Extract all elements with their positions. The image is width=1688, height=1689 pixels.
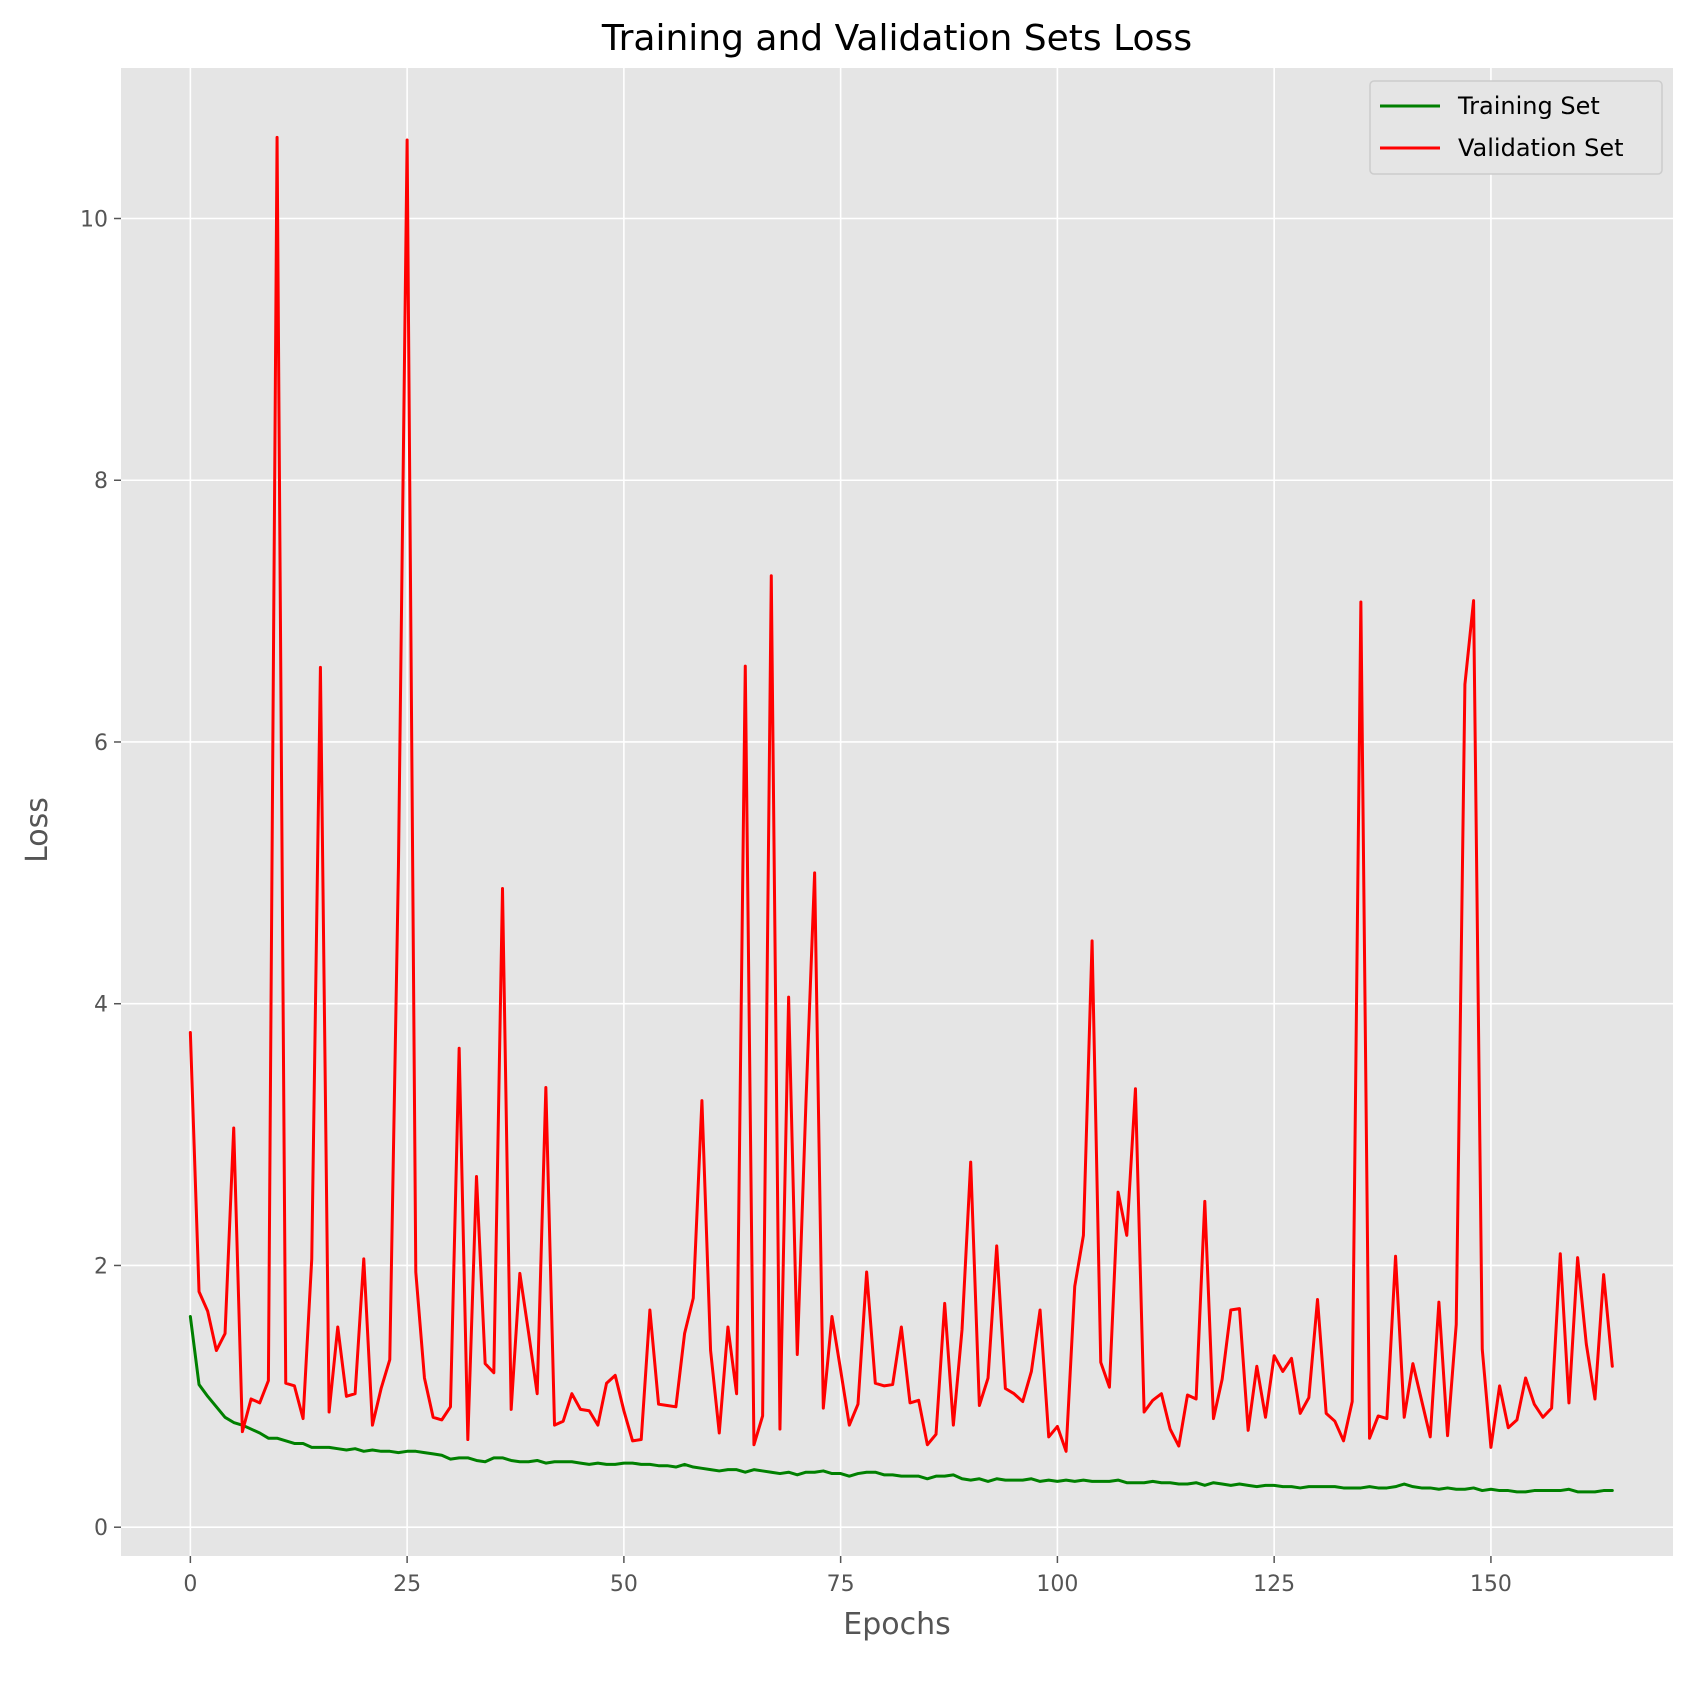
plot-area [121,68,1673,1556]
training-set-line [188,1315,1614,1494]
x-tick-label: 125 [1253,1572,1295,1597]
y-axis-ticks: 0 2 4 6 8 10 [80,208,121,1541]
y-tick-label: 4 [94,993,108,1018]
x-tick-label: 25 [393,1572,421,1597]
y-tick-label: 6 [94,731,108,756]
grid-lines [121,68,1673,1556]
x-tick-label: 100 [1036,1572,1078,1597]
validation-set-line [188,135,1614,1453]
legend-box [1369,80,1663,175]
x-axis-label: Epochs [843,1607,951,1642]
series-layer [188,135,1614,1494]
y-tick-label: 2 [94,1254,108,1279]
y-tick-label: 10 [80,208,108,233]
x-tick-label: 150 [1470,1572,1512,1597]
legend-label-validation: Validation Set [1458,134,1624,162]
chart-title: Training and Validation Sets Loss [601,18,1192,59]
x-tick-label: 50 [610,1572,638,1597]
y-tick-label: 8 [94,469,108,494]
legend: Training Set Validation Set [1369,80,1663,175]
legend-label-training: Training Set [1457,92,1600,120]
y-tick-label: 0 [94,1516,108,1541]
x-tick-label: 75 [827,1572,855,1597]
x-axis-ticks: 0 25 50 75 100 125 150 [183,1556,1512,1597]
y-axis-label: Loss [20,797,55,863]
x-tick-label: 0 [183,1572,197,1597]
